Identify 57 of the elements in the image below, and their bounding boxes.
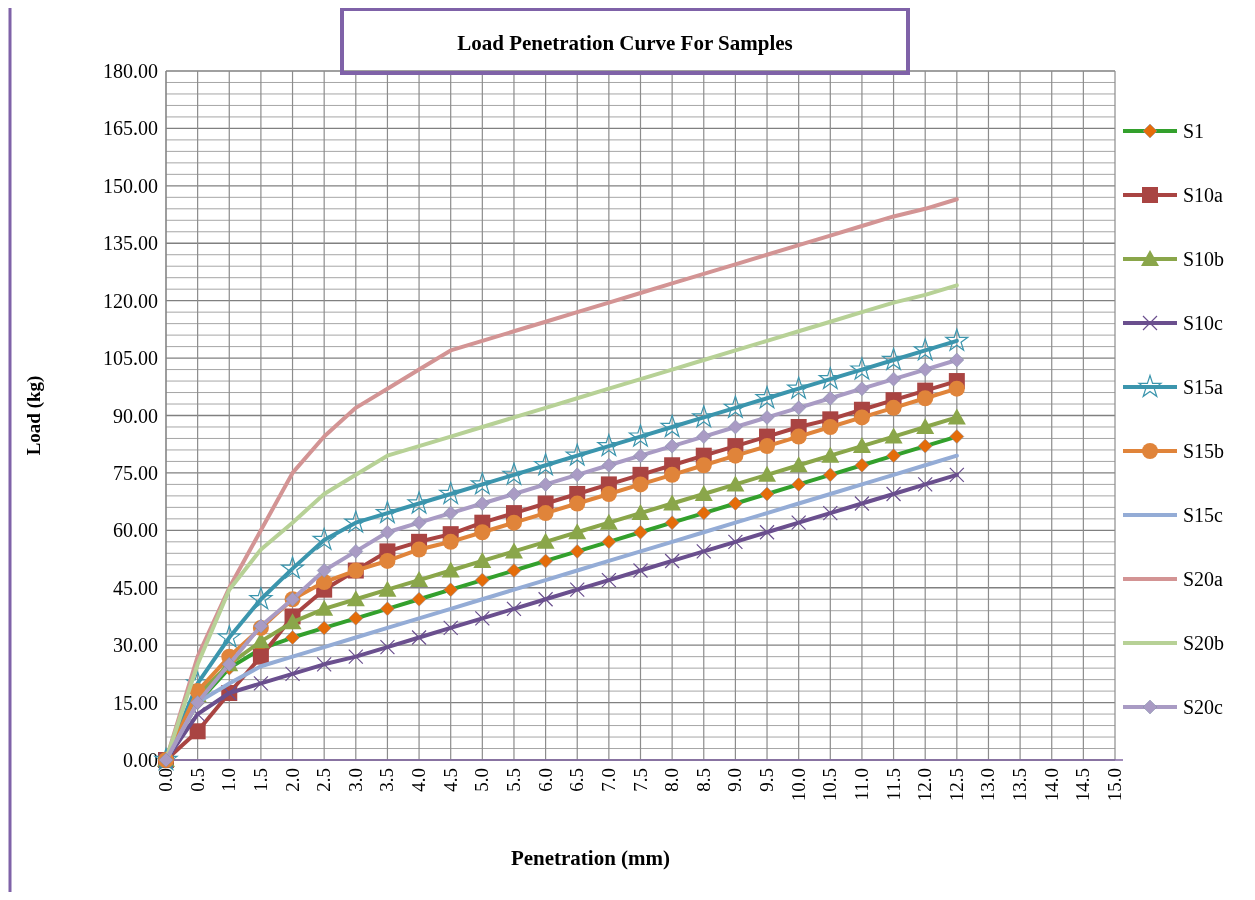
legend-label: S10c [1183, 312, 1224, 334]
legend-label: S20a [1183, 568, 1224, 590]
x-tick-label: 4.5 [439, 768, 461, 792]
x-tick-label: 7.5 [629, 768, 651, 792]
x-tick-label: 5.5 [502, 768, 524, 792]
y-axis-title: Load (kg) [23, 375, 45, 456]
x-tick-label: 2.0 [281, 768, 303, 792]
x-tick-label: 7.0 [597, 768, 619, 792]
x-tick-label: 5.0 [471, 768, 493, 792]
x-tick-label: 10.5 [819, 768, 841, 802]
y-tick-label: 15.00 [113, 691, 158, 714]
y-tick-label: 135.00 [103, 232, 158, 255]
y-tick-label: 75.00 [113, 461, 158, 484]
x-tick-label: 13.5 [1009, 768, 1031, 802]
legend-label: S15a [1183, 376, 1224, 398]
x-tick-label: 11.0 [850, 768, 872, 801]
y-tick-label: 180.00 [103, 60, 158, 82]
y-tick-label: 30.00 [113, 634, 158, 657]
legend-label: S15b [1183, 440, 1225, 462]
x-tick-label: 4.0 [408, 768, 430, 792]
x-tick-label: 1.0 [218, 768, 240, 792]
x-tick-label: 14.0 [1040, 768, 1062, 802]
legend-label: S1 [1183, 120, 1205, 142]
x-axis-title: Penetration (mm) [510, 846, 671, 870]
x-tick-label: 8.0 [661, 768, 683, 792]
x-tick-label: 11.5 [882, 768, 904, 801]
legend-label: S10b [1183, 248, 1225, 270]
y-tick-label: 165.00 [103, 117, 158, 140]
y-tick-label: 105.00 [103, 347, 158, 370]
x-tick-label: 3.5 [376, 768, 398, 792]
x-tick-label: 10.0 [787, 768, 809, 802]
x-tick-label: 12.0 [914, 768, 936, 802]
y-tick-label: 45.00 [113, 576, 158, 599]
x-tick-label: 3.0 [344, 768, 366, 792]
x-tick-label: 1.5 [249, 768, 271, 792]
x-tick-label: 8.5 [692, 768, 714, 792]
x-tick-label: 2.5 [313, 768, 335, 792]
y-tick-label: 0.00 [123, 749, 158, 771]
legend-label: S20b [1183, 632, 1225, 654]
chart-title: Load Penetration Curve For Samples [457, 31, 793, 55]
y-tick-label: 60.00 [113, 519, 158, 542]
x-tick-label: 9.0 [724, 768, 746, 792]
y-tick-label: 150.00 [103, 174, 158, 197]
x-tick-label: 6.0 [534, 768, 556, 792]
x-tick-label: 13.0 [977, 768, 999, 802]
y-tick-label: 90.00 [113, 404, 158, 427]
x-tick-label: 0.5 [186, 768, 208, 792]
x-tick-label: 15.0 [1104, 768, 1125, 802]
legend-label: S20c [1183, 696, 1224, 718]
legend-label: S15c [1183, 504, 1224, 526]
x-tick-label: 12.5 [945, 768, 967, 802]
legend-label: S10a [1183, 184, 1224, 206]
y-tick-label: 120.00 [103, 289, 158, 312]
x-tick-label: 9.5 [756, 768, 778, 792]
x-tick-label: 6.5 [566, 768, 588, 792]
x-tick-label: 0.0 [155, 768, 176, 792]
x-tick-label: 14.5 [1072, 768, 1094, 802]
